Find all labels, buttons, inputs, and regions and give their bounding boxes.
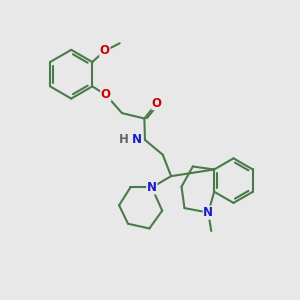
- Text: O: O: [152, 97, 162, 110]
- Text: O: O: [100, 44, 110, 57]
- Text: H: H: [119, 134, 129, 146]
- Text: N: N: [203, 206, 213, 219]
- Text: N: N: [147, 181, 157, 194]
- Text: O: O: [101, 88, 111, 101]
- Text: N: N: [132, 134, 142, 146]
